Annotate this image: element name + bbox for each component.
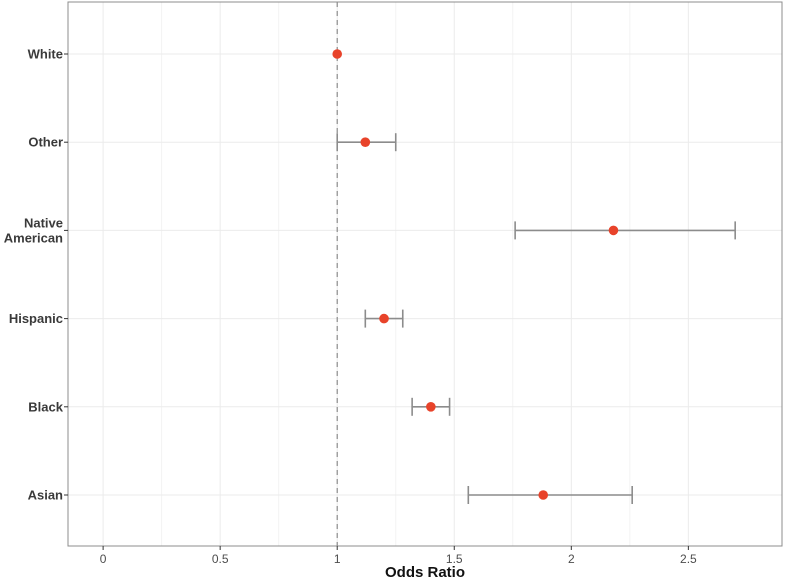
data-point-4 bbox=[426, 402, 436, 412]
x-tick-label-0: 0 bbox=[100, 552, 107, 566]
y-tick-label-5: Asian bbox=[28, 488, 63, 503]
x-tick-label-4: 2 bbox=[568, 552, 575, 566]
y-tick-label-2: Native American bbox=[4, 215, 63, 245]
data-point-3 bbox=[379, 313, 389, 324]
grid-layer bbox=[68, 2, 782, 546]
y-tick-layer: White Other Native American Hispanic Black Asi… bbox=[4, 47, 68, 503]
x-tick-label-3: 1.5 bbox=[446, 552, 463, 566]
x-axis-title: Odds Ratio bbox=[385, 564, 465, 581]
data-point-1 bbox=[360, 137, 371, 147]
y-tick-label-1: Other bbox=[28, 135, 63, 150]
x-tick-label-2: 1 bbox=[334, 552, 341, 566]
x-tick-label-5: 2.5 bbox=[680, 552, 697, 566]
x-tick-layer: 0 0.5 1 1.5 2 2.5 bbox=[100, 546, 697, 566]
y-tick-label-3: Hispanic bbox=[9, 311, 63, 326]
data-point-0 bbox=[332, 49, 343, 59]
point-layer bbox=[332, 49, 619, 500]
x-tick-label-1: 0.5 bbox=[212, 552, 229, 566]
y-tick-label-0: White bbox=[28, 47, 63, 62]
data-point-2 bbox=[608, 225, 619, 236]
data-point-5 bbox=[538, 490, 549, 500]
y-tick-label-4: Black bbox=[28, 399, 63, 414]
panel-border bbox=[67, 1, 783, 547]
